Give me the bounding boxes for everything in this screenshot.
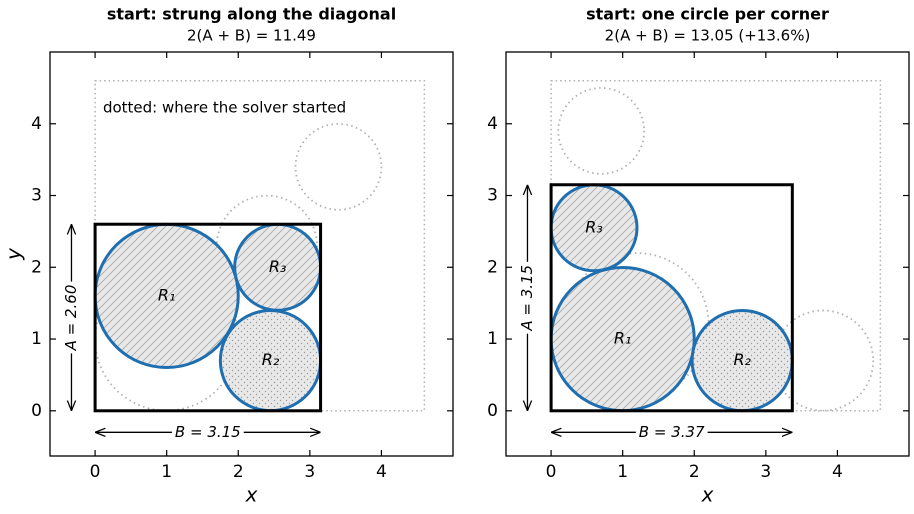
start-circle — [772, 309, 875, 412]
x-tick-label: 1 — [617, 462, 628, 482]
circle-label: R₃ — [269, 257, 287, 276]
y-tick-label: 0 — [487, 401, 498, 421]
circle-label: R₁ — [614, 329, 632, 348]
axes-frame — [49, 51, 454, 457]
chart-subtitle: 2(A + B) = 11.49 — [187, 27, 316, 45]
width-label: B = 3.37 — [639, 423, 705, 441]
x-tick-label: 4 — [376, 462, 387, 482]
x-axis-label: x — [701, 483, 714, 507]
x-tick-label: 0 — [546, 462, 557, 482]
y-tick-label: 0 — [31, 401, 42, 421]
height-label: A = 3.15 — [518, 265, 536, 332]
y-tick-label: 1 — [487, 329, 498, 349]
label-background — [635, 423, 708, 442]
start-circle — [215, 194, 318, 297]
y-tick-label: 3 — [31, 186, 42, 206]
circle-label: R₂ — [262, 350, 280, 369]
chart-title: start: one circle per corner — [586, 5, 829, 24]
y-tick-label: 2 — [487, 257, 498, 277]
y-axis-label: y — [2, 247, 26, 261]
y-tick-label: 1 — [31, 329, 42, 349]
x-tick-label: 4 — [832, 462, 843, 482]
x-tick-label: 2 — [233, 462, 244, 482]
circle-label: R₁ — [158, 285, 176, 304]
y-tick-label: 4 — [31, 114, 42, 134]
circle-label: R₃ — [585, 217, 603, 236]
label-background — [518, 261, 537, 334]
x-axis-label: x — [245, 483, 258, 507]
bounding-box — [549, 183, 794, 413]
label-background — [171, 423, 244, 442]
axes-frame — [505, 51, 910, 457]
label-background — [62, 281, 81, 354]
circle-label: R₂ — [733, 350, 751, 369]
chart-title: start: strung along the diagonal — [107, 5, 396, 24]
width-label: B = 3.15 — [175, 423, 241, 441]
annotation: dotted: where the solver started — [103, 98, 346, 116]
height-label: A = 2.60 — [62, 285, 80, 352]
x-tick-label: 1 — [161, 462, 172, 482]
start-circle — [557, 87, 646, 175]
x-tick-label: 3 — [760, 462, 771, 482]
y-tick-label: 3 — [487, 186, 498, 206]
x-tick-label: 3 — [304, 462, 315, 482]
start-circle — [294, 122, 383, 211]
y-tick-label: 2 — [31, 257, 42, 277]
bounding-box — [93, 222, 323, 413]
x-tick-label: 2 — [689, 462, 700, 482]
x-tick-label: 0 — [90, 462, 101, 482]
y-tick-label: 4 — [487, 114, 498, 134]
chart-subtitle: 2(A + B) = 13.05 (+13.6%) — [605, 27, 811, 45]
